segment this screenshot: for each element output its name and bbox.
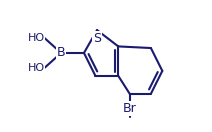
Text: HO: HO (28, 33, 45, 43)
Text: HO: HO (28, 63, 45, 73)
Text: S: S (93, 32, 101, 45)
Text: Br: Br (123, 102, 137, 115)
Text: B: B (57, 46, 66, 59)
